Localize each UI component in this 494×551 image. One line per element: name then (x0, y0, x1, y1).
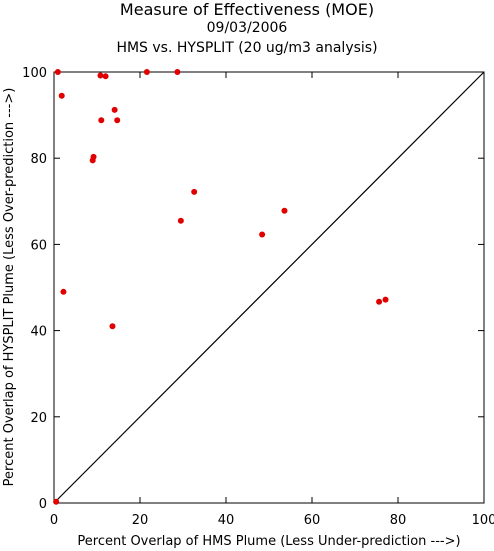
y-tick-label: 60 (30, 238, 47, 253)
data-point (53, 498, 60, 505)
data-point (191, 188, 198, 195)
x-tick-label: 0 (50, 513, 58, 528)
x-tick-label: 80 (390, 513, 407, 528)
data-point (102, 73, 109, 80)
data-point (60, 288, 67, 295)
data-point (281, 207, 288, 214)
x-tick-label: 100 (472, 513, 494, 528)
data-point (376, 298, 383, 305)
data-point (177, 217, 184, 224)
y-tick-label: 40 (30, 325, 47, 340)
data-point (111, 106, 118, 113)
x-tick-label: 40 (218, 513, 235, 528)
chart-title: Measure of Effectiveness (MOE) (119, 0, 375, 19)
data-point (109, 323, 116, 330)
x-axis-label: Percent Overlap of HMS Plume (Less Under… (77, 534, 460, 549)
y-tick-label: 0 (39, 497, 47, 512)
y-tick-label: 80 (30, 152, 47, 167)
data-point (90, 153, 97, 160)
y-axis-label: Percent Overlap of HYSPLIT Plume (Less O… (2, 88, 17, 487)
x-tick-label: 20 (132, 513, 149, 528)
data-point (114, 117, 121, 124)
data-point (259, 231, 266, 238)
data-point (97, 72, 104, 79)
y-tick-label: 100 (22, 66, 47, 81)
data-point (174, 69, 181, 75)
data-point (98, 117, 105, 124)
chart-subtitle: HMS vs. HYSPLIT (20 ug/m3 analysis) (116, 40, 378, 56)
chart-date: 09/03/2006 (206, 20, 288, 36)
plot-frame (53, 71, 485, 504)
y-tick-label: 20 (30, 411, 47, 426)
diagonal-reference-line (53, 71, 485, 504)
data-point (58, 92, 65, 99)
data-point (143, 69, 150, 75)
x-tick-label: 60 (304, 513, 321, 528)
data-point (382, 296, 389, 303)
data-point (54, 69, 61, 75)
